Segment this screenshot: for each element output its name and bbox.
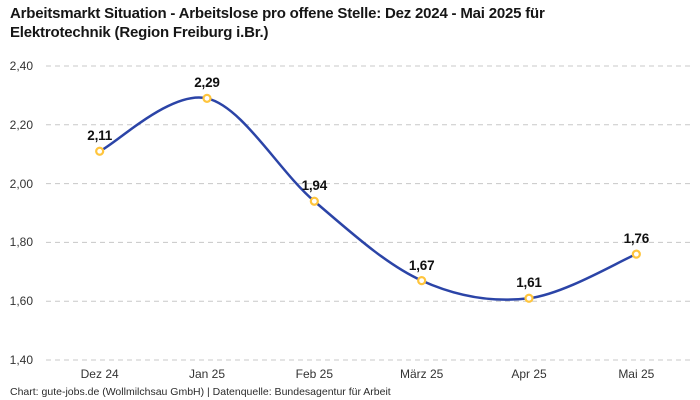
chart-credit: Chart: gute-jobs.de (Wollmilchsau GmbH) … xyxy=(10,386,391,398)
chart-title-line2: Elektrotechnik (Region Freiburg i.Br.) xyxy=(10,24,269,41)
chart-line xyxy=(99,96,637,301)
data-point-marker xyxy=(309,196,319,206)
data-point-marker xyxy=(417,276,427,286)
data-point-marker xyxy=(95,146,105,156)
chart-title: Arbeitsmarkt Situation - Arbeitslose pro… xyxy=(10,4,690,42)
chart-title-line1: Arbeitsmarkt Situation - Arbeitslose pro… xyxy=(10,5,545,22)
data-point-marker xyxy=(524,293,534,303)
data-point-marker xyxy=(631,249,641,259)
data-point-marker xyxy=(202,93,212,103)
